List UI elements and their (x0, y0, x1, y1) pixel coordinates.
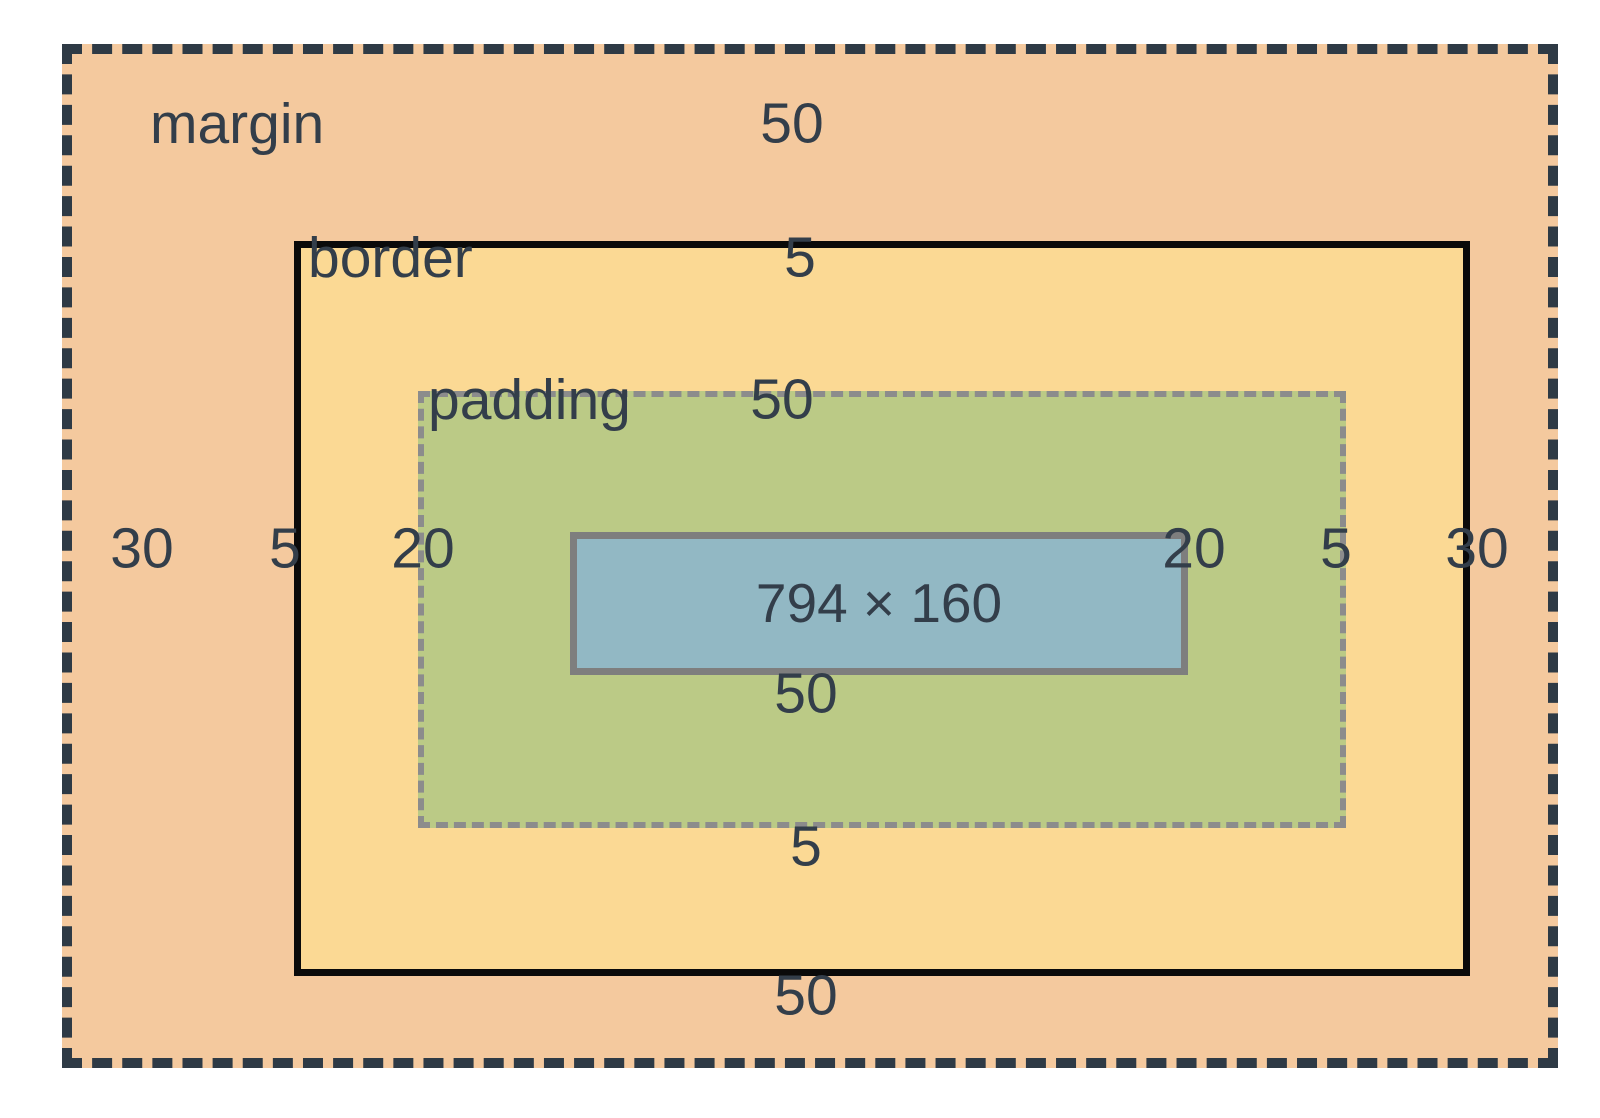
margin-right-value: 30 (1445, 516, 1509, 581)
border-top-value: 5 (784, 225, 816, 290)
border-right-value: 5 (1320, 516, 1352, 581)
border-label: border (308, 226, 473, 290)
content-area: 794 × 160 (570, 532, 1188, 675)
padding-bottom-value: 50 (774, 661, 838, 726)
margin-label: margin (150, 92, 325, 156)
margin-area: 794 × 160 (62, 44, 1558, 1068)
border-bottom-value: 5 (790, 814, 822, 879)
padding-left-value: 20 (391, 516, 455, 581)
border-left-value: 5 (269, 516, 301, 581)
padding-top-value: 50 (750, 367, 814, 432)
margin-bottom-value: 50 (774, 963, 838, 1028)
content-size-label: 794 × 160 (755, 572, 1003, 634)
padding-right-value: 20 (1162, 516, 1226, 581)
margin-left-value: 30 (110, 516, 174, 581)
margin-top-value: 50 (760, 91, 824, 156)
padding-label: padding (428, 368, 631, 432)
